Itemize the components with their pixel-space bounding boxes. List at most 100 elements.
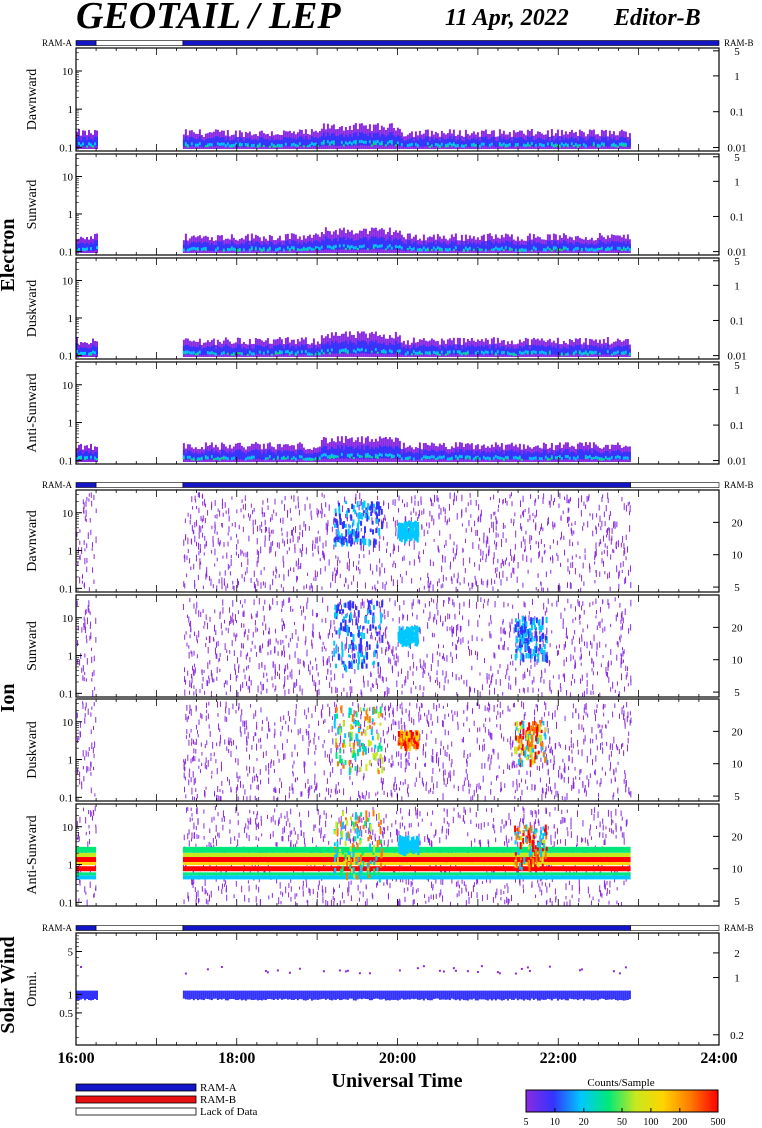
spectrogram-cell xyxy=(84,137,86,147)
spectrogram-cell xyxy=(374,244,377,248)
spectrogram-cell xyxy=(546,607,548,613)
spectrogram-cell xyxy=(347,584,349,590)
spectrogram-cell xyxy=(233,585,235,591)
spectrogram-cell xyxy=(564,137,567,147)
spectrogram-cell xyxy=(594,244,597,252)
spectrogram-cell xyxy=(79,529,81,533)
spectrogram-cell xyxy=(604,136,607,147)
spectrogram-cell xyxy=(247,551,249,558)
spectrogram-cell xyxy=(460,241,463,251)
spectrogram-cell xyxy=(314,240,317,251)
spectrogram-cell xyxy=(486,581,488,588)
spectrogram-cell xyxy=(367,503,370,510)
spectrogram-cell xyxy=(580,647,582,653)
spectrogram-cell xyxy=(412,526,415,531)
spectrogram-cell xyxy=(356,445,359,459)
spectrogram-cell xyxy=(199,563,201,570)
spectrogram-cell xyxy=(574,143,577,147)
spectrogram-cell xyxy=(415,511,417,516)
spectrogram-cell xyxy=(552,248,555,251)
spectrogram-cell xyxy=(296,243,299,251)
spectrogram-cell xyxy=(264,346,267,355)
spectrogram-cell xyxy=(468,457,471,460)
spectrogram-cell xyxy=(318,242,321,251)
spectrogram-cell xyxy=(588,494,590,498)
spectrogram-cell xyxy=(362,449,365,460)
spectrogram-cell xyxy=(544,549,546,553)
spectrogram-cell xyxy=(488,527,490,534)
spectrogram-cell xyxy=(208,347,211,355)
spectrogram-cell xyxy=(625,665,627,672)
spectrogram-cell xyxy=(434,244,437,251)
spectrogram-cell xyxy=(518,450,521,460)
spectrogram-cell xyxy=(418,345,421,355)
spectrogram-cell xyxy=(332,142,335,145)
spectrogram-cell xyxy=(437,680,439,686)
spectrogram-cell xyxy=(218,241,221,251)
spectrogram-cell xyxy=(192,458,195,461)
spectrogram-cell xyxy=(410,517,412,522)
spectrogram-cell xyxy=(281,618,283,623)
spectrogram-cell xyxy=(249,686,251,693)
spectrogram-cell xyxy=(218,137,221,147)
spectrogram-cell xyxy=(524,248,527,252)
spectrogram-cell xyxy=(586,139,589,147)
spectrogram-cell xyxy=(207,646,209,654)
spectrogram-cell xyxy=(471,665,473,671)
spectrogram-cell xyxy=(96,458,98,461)
spectrogram-cell xyxy=(386,521,388,529)
spectrogram-cell xyxy=(586,248,589,252)
spectrogram-cell xyxy=(514,450,517,460)
spectrogram-cell xyxy=(622,452,625,460)
spectrogram-cell xyxy=(494,455,497,459)
spectrogram-cell xyxy=(366,445,369,459)
spectrogram-cell xyxy=(331,686,333,694)
spectrogram-cell xyxy=(628,244,631,251)
spectrogram-cell xyxy=(374,140,377,144)
spectrogram-cell xyxy=(523,601,525,607)
spectrogram-cell xyxy=(542,351,545,355)
spectrogram-cell xyxy=(409,530,412,534)
spectrogram-cell xyxy=(298,346,301,355)
spectrogram-cell xyxy=(248,451,251,460)
spectrogram-cell xyxy=(407,532,410,539)
spectrogram-cell xyxy=(524,549,526,553)
spectrogram-cell xyxy=(461,494,463,502)
spectrogram-cell xyxy=(264,139,267,147)
spectrogram-cell xyxy=(606,248,609,251)
mode-bar-segment xyxy=(75,482,97,488)
spectrogram-cell xyxy=(563,535,565,540)
spectrogram-cell xyxy=(512,567,514,573)
spectrogram-cell xyxy=(484,344,487,355)
spectrogram-cell xyxy=(184,634,186,640)
spectrogram-cell xyxy=(322,140,325,144)
spectrogram-cell xyxy=(274,345,277,355)
spectrogram-cell xyxy=(294,353,297,356)
spectrogram-cell xyxy=(516,452,519,460)
spectrogram-cell xyxy=(422,246,425,250)
spectrogram-cell xyxy=(246,145,249,148)
spectrogram-cell xyxy=(624,350,627,354)
spectrogram-cell xyxy=(598,345,601,355)
spectrogram-cell xyxy=(417,500,419,507)
spectrogram-cell xyxy=(380,244,383,248)
spectrogram-cell xyxy=(540,538,542,544)
spectrogram-cell xyxy=(240,348,243,356)
spectrogram-cell xyxy=(212,458,215,461)
spectrogram-cell xyxy=(416,666,418,671)
spectrogram-cell xyxy=(330,453,333,457)
spectrogram-cell xyxy=(417,517,419,521)
spectrogram-cell xyxy=(554,138,557,147)
spectrogram-cell xyxy=(282,457,285,460)
spectrogram-cell xyxy=(603,549,605,554)
spectrogram-cell xyxy=(333,544,335,550)
spectrogram-cell xyxy=(506,143,509,147)
spectrogram-cell xyxy=(376,513,379,520)
spectrogram-cell xyxy=(401,499,403,503)
spectrogram-cell xyxy=(302,345,305,355)
spectrogram-cell xyxy=(504,640,506,647)
spectrogram-cell xyxy=(250,514,252,518)
spectrogram-cell xyxy=(322,445,325,459)
spectrogram-cell xyxy=(386,245,389,249)
